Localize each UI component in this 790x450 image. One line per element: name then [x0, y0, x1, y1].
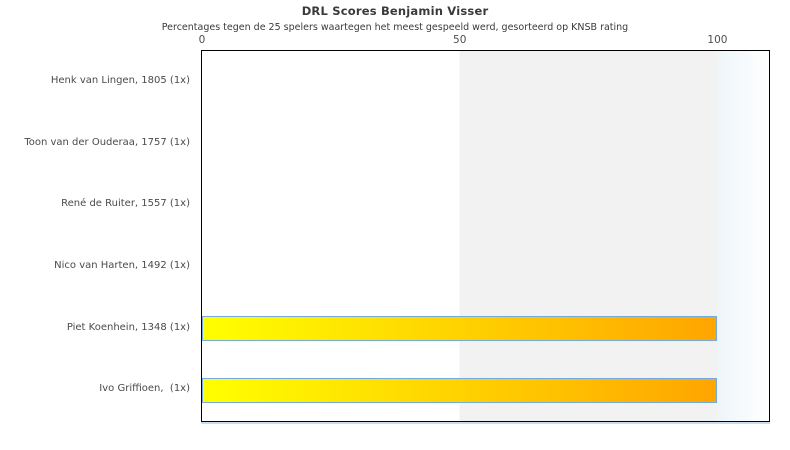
plot-area — [201, 50, 770, 422]
x-tick-label: 0 — [198, 34, 206, 46]
bar-6 — [202, 377, 718, 403]
y-axis-label: Ivo Griffioen, (1x) — [99, 383, 190, 395]
y-axis-label: Nico van Harten, 1492 (1x) — [54, 259, 190, 271]
y-axis-label: Henk van Lingen, 1805 (1x) — [50, 74, 190, 86]
y-axis-label: Piet Koenhein, 1348 (1x) — [66, 321, 190, 333]
x-tick-label: 50 — [453, 34, 467, 46]
chart-title: DRL Scores Benjamin Visser — [301, 4, 489, 18]
chart-subtitle: Percentages tegen de 25 spelers waartege… — [161, 22, 629, 33]
y-axis-label: René de Ruiter, 1557 (1x) — [61, 198, 190, 210]
x-tick-label: 100 — [707, 34, 728, 46]
bar-5 — [202, 316, 718, 341]
y-axis-label: Toon van der Ouderaa, 1757 (1x) — [24, 136, 190, 148]
